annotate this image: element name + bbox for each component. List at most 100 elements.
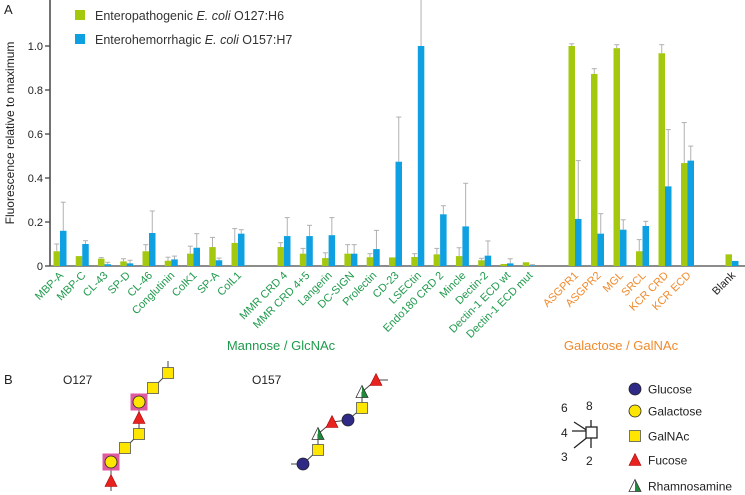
galnac-icon: [147, 382, 159, 394]
bar-o127: [568, 46, 575, 266]
bar-o127: [98, 258, 105, 266]
bar-o127: [231, 242, 238, 266]
legend-epec-prefix: Enteropathogenic: [95, 9, 196, 23]
bar-o157: [171, 259, 178, 266]
bar-o127: [366, 257, 374, 266]
linkage-3: 3: [561, 450, 568, 464]
bar-o127: [187, 253, 194, 266]
symbol-legend-label: Rhamnosamine: [648, 480, 732, 494]
legend-ehec-prefix: Enterohemorrhagic: [95, 33, 205, 47]
symbol-legend-label: Galactose: [648, 405, 702, 419]
y-tick-label: 1.0: [28, 41, 43, 53]
bar-o157: [104, 264, 111, 266]
panel-label-a: A: [4, 2, 13, 17]
glycan-structures: O127 O157 6 8 4 3 2 Glucose Galactose GalN…: [63, 361, 732, 494]
bar-o157: [529, 265, 536, 266]
symbol-legend-label: Fucose: [648, 454, 688, 468]
category-label: ColK1: [170, 270, 200, 300]
galactose-icon: [104, 455, 118, 469]
fucose-icon: [325, 414, 339, 428]
bar-o127: [636, 251, 643, 266]
bar-o127: [53, 251, 60, 266]
structure-label-o127: O127: [63, 373, 93, 387]
group-label-galactose: Galactose / GalNAc: [564, 338, 679, 353]
bar-o127: [142, 251, 149, 266]
panel-label-b: B: [4, 372, 13, 387]
bar-o157: [484, 255, 492, 266]
fucose-legend-icon: [628, 452, 642, 466]
symbol-legend-label: Glucose: [648, 383, 692, 397]
symbol-legend: Glucose Galactose GalNAc Fucose Rhamnosamine: [628, 382, 732, 494]
symbol-legend-label: GalNAc: [648, 430, 689, 444]
bar-o157: [687, 160, 694, 266]
legend-label-epec: Enteropathogenic E. coli O127:H6: [95, 9, 284, 23]
bar-o157: [60, 230, 67, 266]
bar-o157: [417, 46, 425, 266]
bar-o127: [522, 262, 530, 266]
bar-o157: [665, 186, 672, 266]
galnac-icon: [119, 442, 131, 454]
y-axis-label: Fluorescence relative to maximum: [3, 42, 17, 225]
glycan-chain: [291, 372, 388, 471]
bar-o157: [350, 253, 358, 266]
glycan-chain: [102, 361, 174, 491]
linkage-2: 2: [586, 454, 593, 468]
bar-o157: [575, 218, 582, 266]
bar-o127: [455, 256, 463, 266]
bar-o157: [126, 263, 134, 266]
bar-o157: [620, 229, 627, 266]
bar-o157: [284, 236, 291, 266]
bar-o157: [215, 260, 223, 266]
galactose-icon: [132, 395, 146, 409]
legend-epec-species: E. coli: [196, 9, 231, 23]
legend-swatch-ehec: [75, 34, 85, 44]
bar-o127: [681, 163, 688, 266]
linkage-8: 8: [586, 399, 593, 413]
y-ticks: 0 0.2 0.4 0.6 0.8 1.0: [28, 41, 50, 273]
glucose-legend-icon: [628, 382, 642, 396]
bar-o127: [209, 247, 216, 266]
legend-epec-strain: O127:H6: [231, 9, 285, 23]
rhamnosamine-icon: [355, 384, 369, 398]
bar-o157: [373, 249, 380, 266]
legend: Enteropathogenic E. coli O127:H6 Enteroh…: [75, 9, 292, 47]
bar-o127: [120, 261, 127, 266]
bar-o127: [389, 257, 396, 266]
bar-o127: [658, 53, 665, 267]
bar-o157: [642, 225, 649, 266]
y-tick-label: 0: [37, 261, 43, 273]
bar-o127: [164, 260, 172, 266]
bar-o127: [591, 73, 598, 266]
bar-o157: [597, 233, 604, 266]
glucose-icon: [296, 457, 310, 471]
bar-o157: [507, 263, 514, 266]
bar-o127: [344, 253, 351, 266]
bars: [53, 0, 739, 267]
galactose-legend-icon: [628, 404, 642, 418]
bar-o127: [725, 254, 732, 266]
bar-chart: Fluorescence relative to maximum 0 0.2 0.4…: [3, 0, 745, 353]
bar-o127: [299, 253, 307, 266]
bar-o157: [149, 233, 156, 266]
bar-o157: [732, 260, 739, 266]
bar-o157: [238, 233, 245, 266]
bar-o157: [328, 235, 336, 266]
bar-o127: [500, 264, 507, 266]
category-label: CL-43: [81, 270, 111, 300]
legend-swatch-epec: [75, 10, 85, 20]
category-labels: MBP-AMBP-CCL-43SP-DCL-46ConglutininColK1…: [33, 269, 738, 341]
category-label: ColL1: [215, 270, 244, 299]
galnac-icon: [356, 402, 368, 414]
galnac-legend-icon: [629, 430, 641, 442]
rhamnosamine-legend-icon: [628, 478, 642, 492]
galnac-icon: [162, 367, 174, 379]
group-label-mannose: Mannose / GlcNAc: [227, 338, 336, 353]
fucose-icon: [132, 410, 146, 424]
category-label: Blank: [710, 269, 738, 297]
structure-label-o157: O157: [252, 373, 282, 387]
linkage-4: 4: [561, 426, 568, 440]
bar-o127: [433, 254, 441, 266]
linkage-key: [572, 420, 598, 449]
glucose-icon: [341, 413, 355, 427]
rhamnosamine-icon: [311, 426, 325, 440]
